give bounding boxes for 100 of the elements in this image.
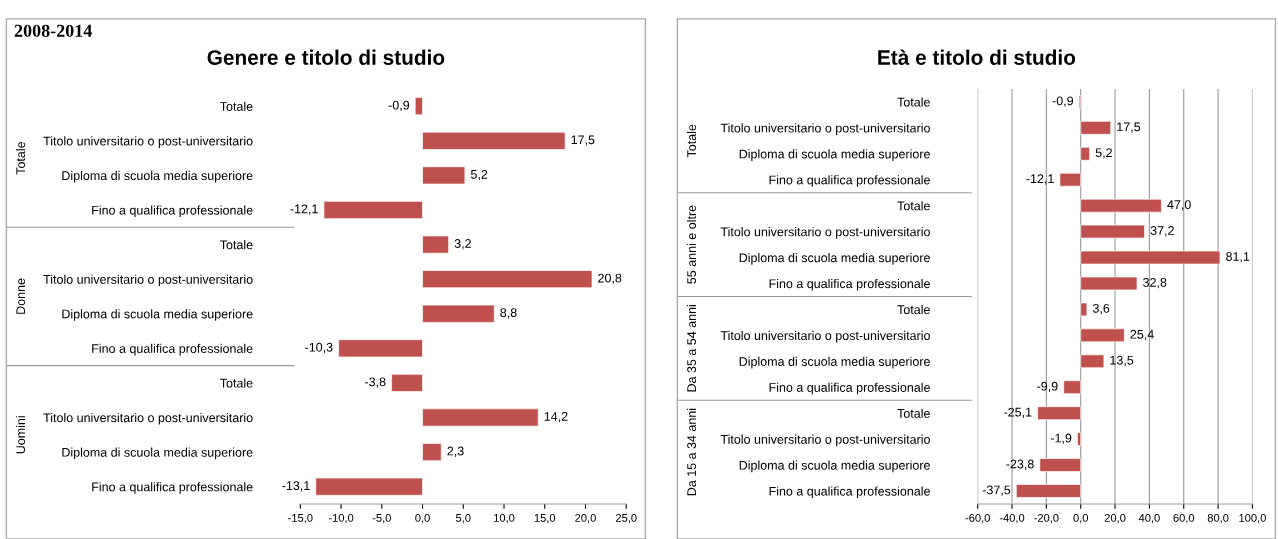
y-tick-label: Fino a qualifica professionale: [769, 382, 930, 395]
y-tick-label: Titolo universitario o post-universitario: [720, 123, 930, 135]
data-label: 25,4: [1130, 329, 1154, 341]
chart-title: Genere e titolo di studio: [207, 49, 445, 65]
data-label: 81,1: [1226, 252, 1250, 263]
text: Da 15 a 34 anni: [686, 408, 697, 496]
x-tick-label: 0,0: [415, 513, 430, 524]
data-label: -12,1: [1026, 174, 1054, 185]
data-label: 17,5: [571, 135, 595, 146]
bar: [1080, 354, 1105, 369]
bar: [391, 373, 423, 392]
x-tick-label: 20,0: [1104, 513, 1126, 524]
text: 55 anni e oltre: [686, 205, 697, 284]
y-tick-label: Fino a qualifica professionale: [769, 278, 930, 291]
bar: [1080, 276, 1138, 291]
data-label: -12,1: [290, 204, 318, 215]
y-tick-label: Totale: [897, 304, 930, 315]
data-label: -10,3: [305, 342, 333, 354]
bar: [1039, 458, 1082, 472]
x-tick-label: 20,0: [575, 513, 596, 524]
data-label: 13,5: [1110, 355, 1134, 367]
text: Totale: [686, 124, 697, 158]
y-tick-label: Fino a qualifica professionale: [92, 343, 253, 356]
y-tick-label: Fino a qualifica professionale: [769, 486, 930, 499]
text: 2008-2014: [14, 24, 92, 37]
x-tick-label: 25,0: [615, 513, 637, 524]
bar: [422, 443, 442, 462]
bar: [1080, 328, 1125, 343]
y-tick-label: Totale: [220, 240, 253, 250]
bar: [1080, 224, 1145, 239]
bar: [1080, 250, 1221, 265]
data-label: 5,2: [470, 169, 488, 181]
y-tick-label: Titolo universitario o post-universitario: [43, 412, 253, 425]
x-tick-label: -20,0: [1034, 513, 1059, 524]
bar: [422, 131, 566, 150]
bar: [338, 339, 423, 358]
x-tick-label: 100,0: [1239, 513, 1266, 524]
y-tick-label: Fino a qualifica professionale: [92, 205, 253, 218]
data-label: 37,2: [1150, 226, 1174, 237]
data-label: -3,8: [365, 377, 386, 388]
y-tick-label: Diploma di scuola media superiore: [739, 253, 930, 265]
x-tick-label: 60,0: [1173, 513, 1195, 524]
text: Uomini: [15, 416, 26, 454]
y-tick-label: Titolo universitario o post-universitario: [43, 136, 253, 148]
bar: [323, 200, 423, 219]
y-tick-label: Totale: [897, 97, 930, 107]
x-tick-label: -10,0: [328, 513, 354, 524]
bar: [414, 97, 423, 116]
data-label: -1,9: [1050, 433, 1072, 444]
bar: [422, 408, 539, 427]
y-tick-label: Diploma di scuola media superiore: [62, 447, 253, 460]
x-tick-label: -60,0: [965, 513, 990, 524]
y-tick-label: Titolo universitario o post-universitario: [720, 330, 930, 343]
x-tick-label: 10,0: [494, 513, 515, 524]
bar: [422, 270, 593, 289]
y-tick-label: Totale: [220, 378, 253, 388]
y-tick-label: Diploma di scuola media superiore: [739, 356, 930, 369]
data-label: -13,1: [282, 481, 310, 492]
y-tick-label: Titolo universitario o post-universitario: [43, 274, 253, 287]
y-tick-label: Diploma di scuola media superiore: [62, 170, 253, 183]
data-label: 17,5: [1117, 122, 1141, 133]
data-label: 47,0: [1167, 200, 1191, 211]
y-tick-label: Titolo universitario o post-universitario: [720, 434, 930, 447]
y-tick-label: Fino a qualifica professionale: [769, 175, 930, 187]
y-tick-label: Diploma di scuola media superiore: [62, 309, 253, 321]
x-tick-label: -40,0: [999, 513, 1025, 524]
data-label: 32,8: [1143, 277, 1167, 289]
data-label: 14,2: [544, 412, 568, 423]
x-tick-label: -15,0: [288, 513, 313, 524]
bar: [1077, 432, 1082, 446]
bar: [1037, 406, 1082, 421]
text: Totale: [15, 141, 26, 175]
y-tick-label: Diploma di scuola media superiore: [739, 149, 930, 161]
text: Donne: [16, 278, 26, 314]
y-tick-label: Totale: [220, 101, 253, 111]
data-label: 5,2: [1095, 148, 1112, 159]
bar: [1080, 302, 1088, 317]
bar: [1080, 198, 1162, 213]
data-label: 20,8: [598, 273, 622, 284]
data-label: -23,8: [1006, 459, 1034, 470]
x-tick-label: -5,0: [372, 513, 391, 524]
data-label: 8,8: [500, 308, 517, 319]
bar: [422, 166, 466, 185]
x-tick-label: 15,0: [534, 513, 556, 524]
data-label: 2,3: [447, 446, 464, 457]
y-tick-label: Totale: [897, 408, 930, 418]
y-tick-label: Titolo universitario o post-universitario: [720, 227, 930, 239]
bar: [1015, 484, 1082, 498]
bar: [1080, 121, 1112, 135]
data-label: -9,9: [1037, 381, 1058, 393]
data-label: -0,9: [388, 100, 410, 112]
bar: [1059, 172, 1082, 187]
data-label: -25,1: [1004, 407, 1032, 419]
bar: [1080, 146, 1090, 161]
data-label: 3,6: [1092, 303, 1110, 315]
x-tick-label: 0,0: [1073, 513, 1088, 524]
data-label: -0,9: [1052, 96, 1074, 107]
bar: [422, 235, 449, 254]
x-tick-label: 5,0: [456, 513, 471, 524]
x-tick-label: 80,0: [1207, 513, 1229, 524]
